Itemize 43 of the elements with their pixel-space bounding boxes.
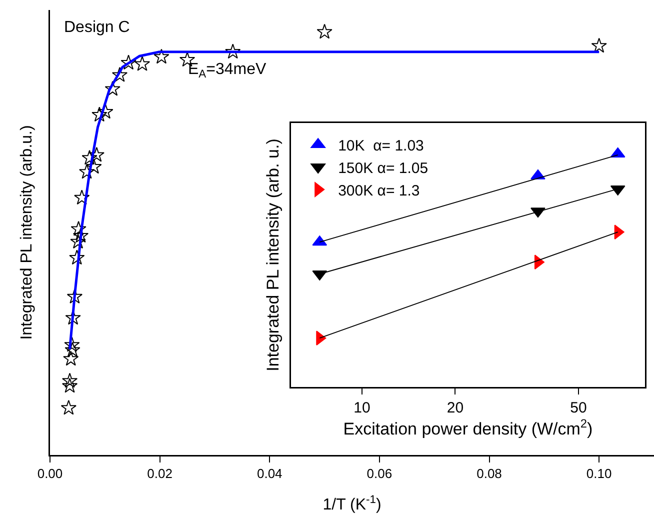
x-axis-title: Excitation power density (W/cm$^{2}$) <box>343 416 593 439</box>
point <box>120 54 136 70</box>
point <box>74 190 90 205</box>
point <box>316 24 332 39</box>
legend-label: 300K α= 1.3 <box>338 182 420 200</box>
point <box>66 288 83 304</box>
legend-label: 150K α= 1.05 <box>338 160 428 177</box>
point <box>88 146 104 162</box>
x-tick-label: 0.00 <box>37 466 63 482</box>
point <box>64 336 80 352</box>
point <box>64 342 80 357</box>
x-tick-label: 0.04 <box>256 466 282 482</box>
point <box>78 164 95 179</box>
x-tick-label: 0.08 <box>476 466 502 482</box>
point <box>60 400 76 415</box>
x-tick-label: 50 <box>570 400 587 416</box>
point <box>98 104 114 119</box>
y-axis-title: Integrated PL intensity (arb. u.) <box>263 138 282 372</box>
point <box>63 350 79 366</box>
point <box>134 56 150 71</box>
y-axis-title: Integrated PL intensity (arb.u.) <box>18 125 36 340</box>
point <box>70 234 86 249</box>
point <box>62 372 78 388</box>
point <box>154 48 170 64</box>
point <box>69 250 85 265</box>
point <box>62 378 78 393</box>
x-tick-label: 10 <box>354 400 370 416</box>
point <box>104 80 120 96</box>
point <box>112 66 128 82</box>
x-tick-label: 0.02 <box>147 466 172 482</box>
x-axis-title: 1/T (K$^{-1}$) <box>322 494 382 514</box>
x-tick-label: 0.10 <box>586 466 612 482</box>
point <box>92 106 108 122</box>
annotation: Design C <box>64 19 130 36</box>
point <box>70 220 86 236</box>
x-tick-label: 20 <box>446 400 464 416</box>
annotation: E$_{A}$=34meV <box>188 61 267 80</box>
x-tick-label: 0.06 <box>366 466 392 482</box>
point <box>225 44 241 59</box>
legend-label: 10K α= 1.03 <box>338 137 424 154</box>
point <box>82 150 98 165</box>
point <box>72 228 89 243</box>
point <box>591 38 607 53</box>
